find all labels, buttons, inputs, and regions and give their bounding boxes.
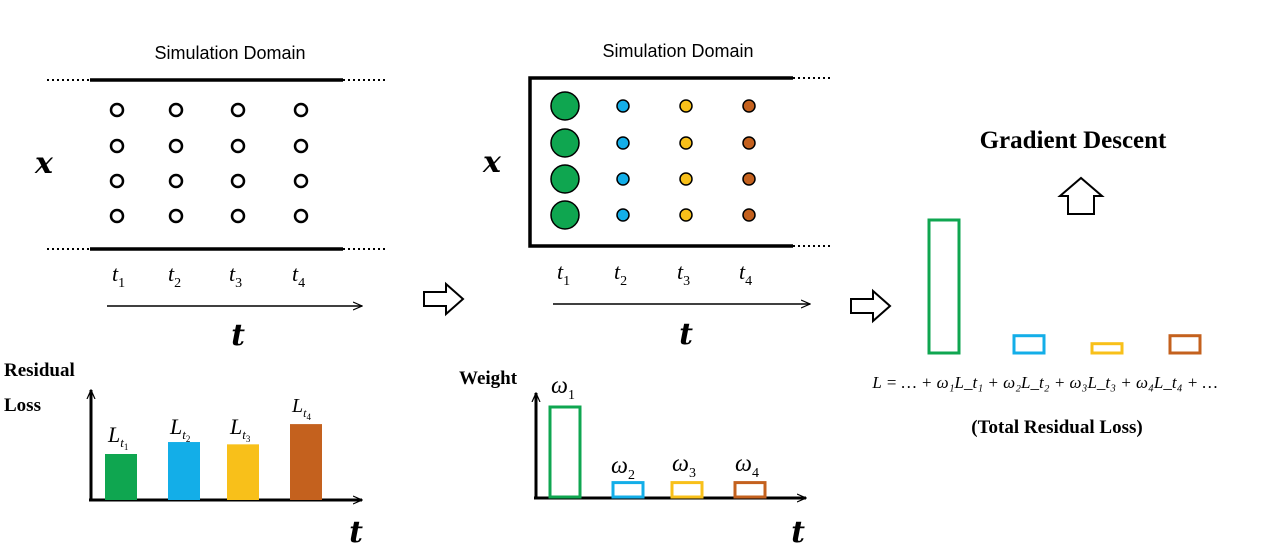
total-loss-bars: [927, 218, 1202, 355]
weighted-points-grid: [550, 91, 756, 230]
residual-bar-2: [168, 442, 200, 500]
weight-chart-xlabel: t: [791, 515, 805, 550]
weight-label-3: ω3: [672, 451, 696, 481]
collocation-point-t2-3: [168, 173, 184, 189]
residual-bar-label-1: Lt1: [107, 422, 128, 452]
collocation-point-t3-4: [230, 208, 246, 224]
residual-chart-xlabel: t: [349, 515, 363, 550]
panel1-title: Simulation Domain: [154, 43, 305, 63]
panel2-time-axis-label: t: [679, 317, 693, 352]
time2-label-t1: t1: [557, 259, 570, 289]
weight-bar-1: [548, 405, 582, 499]
weighted-point-t4-2: [742, 136, 756, 150]
collocation-points-grid: [109, 102, 309, 224]
weight-bar-2: [611, 481, 645, 499]
weighted-point-t3-3: [679, 172, 693, 186]
weight-label-1: ω1: [551, 373, 575, 403]
weighted-point-t1-2: [550, 128, 580, 158]
transition-arrow-right-2: [850, 288, 892, 324]
time-label-t2: t2: [168, 261, 181, 291]
residual-bar-3: [227, 444, 259, 500]
collocation-point-t4-3: [293, 173, 309, 189]
collocation-point-t2-4: [168, 208, 184, 224]
total-loss-bar-2: [1012, 334, 1046, 355]
collocation-point-t4-2: [293, 138, 309, 154]
weight-label-4: ω4: [735, 451, 759, 481]
weighted-point-t4-4: [742, 208, 756, 222]
weight-bar-4: [733, 481, 767, 499]
weight-chart: Weight ω1 ω2 ω3 ω4 t: [459, 368, 806, 550]
residual-bars: [105, 424, 322, 500]
collocation-point-t4-4: [293, 208, 309, 224]
domain-boundary-with-initial: [528, 76, 793, 248]
panel1-time-labels: t1 t2 t3 t4: [112, 261, 305, 291]
weighted-point-t2-1: [616, 99, 630, 113]
time2-label-t3: t3: [677, 259, 690, 289]
weight-chart-ylabel: Weight: [459, 368, 518, 389]
weighted-point-t4-3: [742, 172, 756, 186]
residual-bar-4: [290, 424, 322, 500]
transition-arrow-right-1: [423, 281, 465, 317]
total-loss-panel: Gradient Descent L = … + ω₁L_t₁ + ω₂L_t₂…: [871, 127, 1217, 438]
weighted-point-t2-2: [616, 136, 630, 150]
panel-uniform-domain: Simulation Domain x t1 t2 t3 t4 t: [34, 43, 385, 353]
total-loss-bar-3: [1090, 342, 1124, 355]
panel1-time-axis-label: t: [231, 318, 245, 353]
weighted-point-t3-2: [679, 136, 693, 150]
panel1-x-label: x: [34, 146, 54, 181]
panel2-x-label: x: [482, 145, 502, 180]
panel-weighted-domain: Simulation Domain x t1 t2 t3 t4 t: [482, 41, 830, 352]
collocation-point-t4-1: [293, 102, 309, 118]
time-label-t3: t3: [229, 261, 242, 291]
collocation-point-t3-2: [230, 138, 246, 154]
collocation-point-t3-3: [230, 173, 246, 189]
residual-chart-ylabel-line2: Loss: [4, 395, 41, 416]
collocation-point-t2-1: [168, 102, 184, 118]
residual-bar-label-4: Lt4: [291, 395, 311, 422]
collocation-point-t3-1: [230, 102, 246, 118]
total-loss-formula: L = … + ω₁L_t₁ + ω₂L_t₂ + ω₃L_t₃ + ω₄L_t…: [871, 373, 1217, 392]
weighted-point-t1-1: [550, 91, 580, 121]
weight-bar-3: [670, 481, 704, 499]
weighted-point-t3-4: [679, 208, 693, 222]
up-arrow-icon: [1057, 176, 1105, 215]
weighted-point-t1-4: [550, 200, 580, 230]
time-label-t4: t4: [292, 261, 305, 291]
collocation-point-t1-2: [109, 138, 125, 154]
residual-bar-1: [105, 454, 137, 500]
collocation-point-t1-1: [109, 102, 125, 118]
panel2-time-labels: t1 t2 t3 t4: [557, 259, 752, 289]
weight-label-2: ω2: [611, 453, 635, 483]
total-loss-bar-1: [927, 218, 961, 355]
collocation-point-t1-4: [109, 208, 125, 224]
total-loss-caption: (Total Residual Loss): [971, 417, 1142, 438]
time-label-t1: t1: [112, 261, 125, 291]
residual-bar-label-3: Lt3: [229, 414, 251, 444]
weight-bars: [548, 405, 767, 499]
time2-label-t4: t4: [739, 259, 752, 289]
total-loss-bar-4: [1168, 334, 1202, 355]
time2-label-t2: t2: [614, 259, 627, 289]
gradient-descent-title: Gradient Descent: [980, 127, 1167, 154]
collocation-point-t2-2: [168, 138, 184, 154]
residual-loss-chart: Residual Loss Lt1 Lt2 Lt3 Lt4 t: [4, 360, 363, 550]
panel2-title: Simulation Domain: [602, 41, 753, 61]
collocation-point-t1-3: [109, 173, 125, 189]
residual-chart-ylabel-line1: Residual: [4, 360, 75, 381]
weighted-point-t2-3: [616, 172, 630, 186]
weighted-point-t4-1: [742, 99, 756, 113]
weighted-point-t1-3: [550, 164, 580, 194]
weighted-point-t2-4: [616, 208, 630, 222]
residual-bar-label-2: Lt2: [169, 414, 190, 444]
weighted-point-t3-1: [679, 99, 693, 113]
